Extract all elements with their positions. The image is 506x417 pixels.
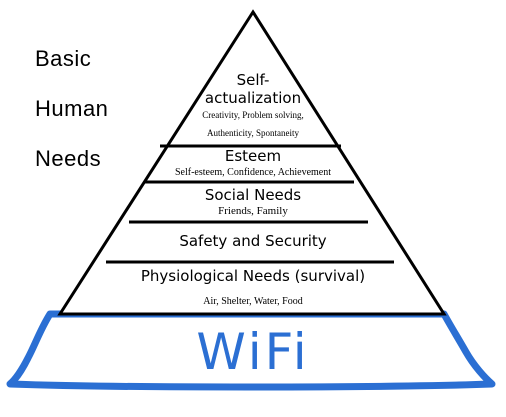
wifi-base-band <box>6 310 496 391</box>
level-physiological-subtitle: Air, Shelter, Water, Food <box>203 296 303 307</box>
level-physiological-title: Physiological Needs (survival) <box>140 267 366 285</box>
level-safety-title: Safety and Security <box>179 232 327 250</box>
side-title-line-3: Needs <box>35 146 102 171</box>
level-social-title: Social Needs <box>204 186 302 204</box>
level-social-subtitle: Friends, Family <box>218 205 288 217</box>
wifi-label: WiFi <box>196 323 310 381</box>
pyramid-outline <box>57 9 447 316</box>
level-self-actualization-title-2: actualization <box>204 89 302 107</box>
level-self-actualization-title-1: Self- <box>236 71 270 89</box>
level-esteem-subtitle: Self-esteem, Confidence, Achievement <box>174 167 332 178</box>
level-self-actualization-subtitle-1: Creativity, Problem solving, <box>202 110 304 120</box>
level-self-actualization-subtitle-2: Authenticity, Spontaneity <box>207 128 299 138</box>
side-title-line-2: Human <box>35 96 109 121</box>
side-title-line-1: Basic <box>35 46 92 71</box>
level-esteem-title: Esteem <box>224 147 282 165</box>
